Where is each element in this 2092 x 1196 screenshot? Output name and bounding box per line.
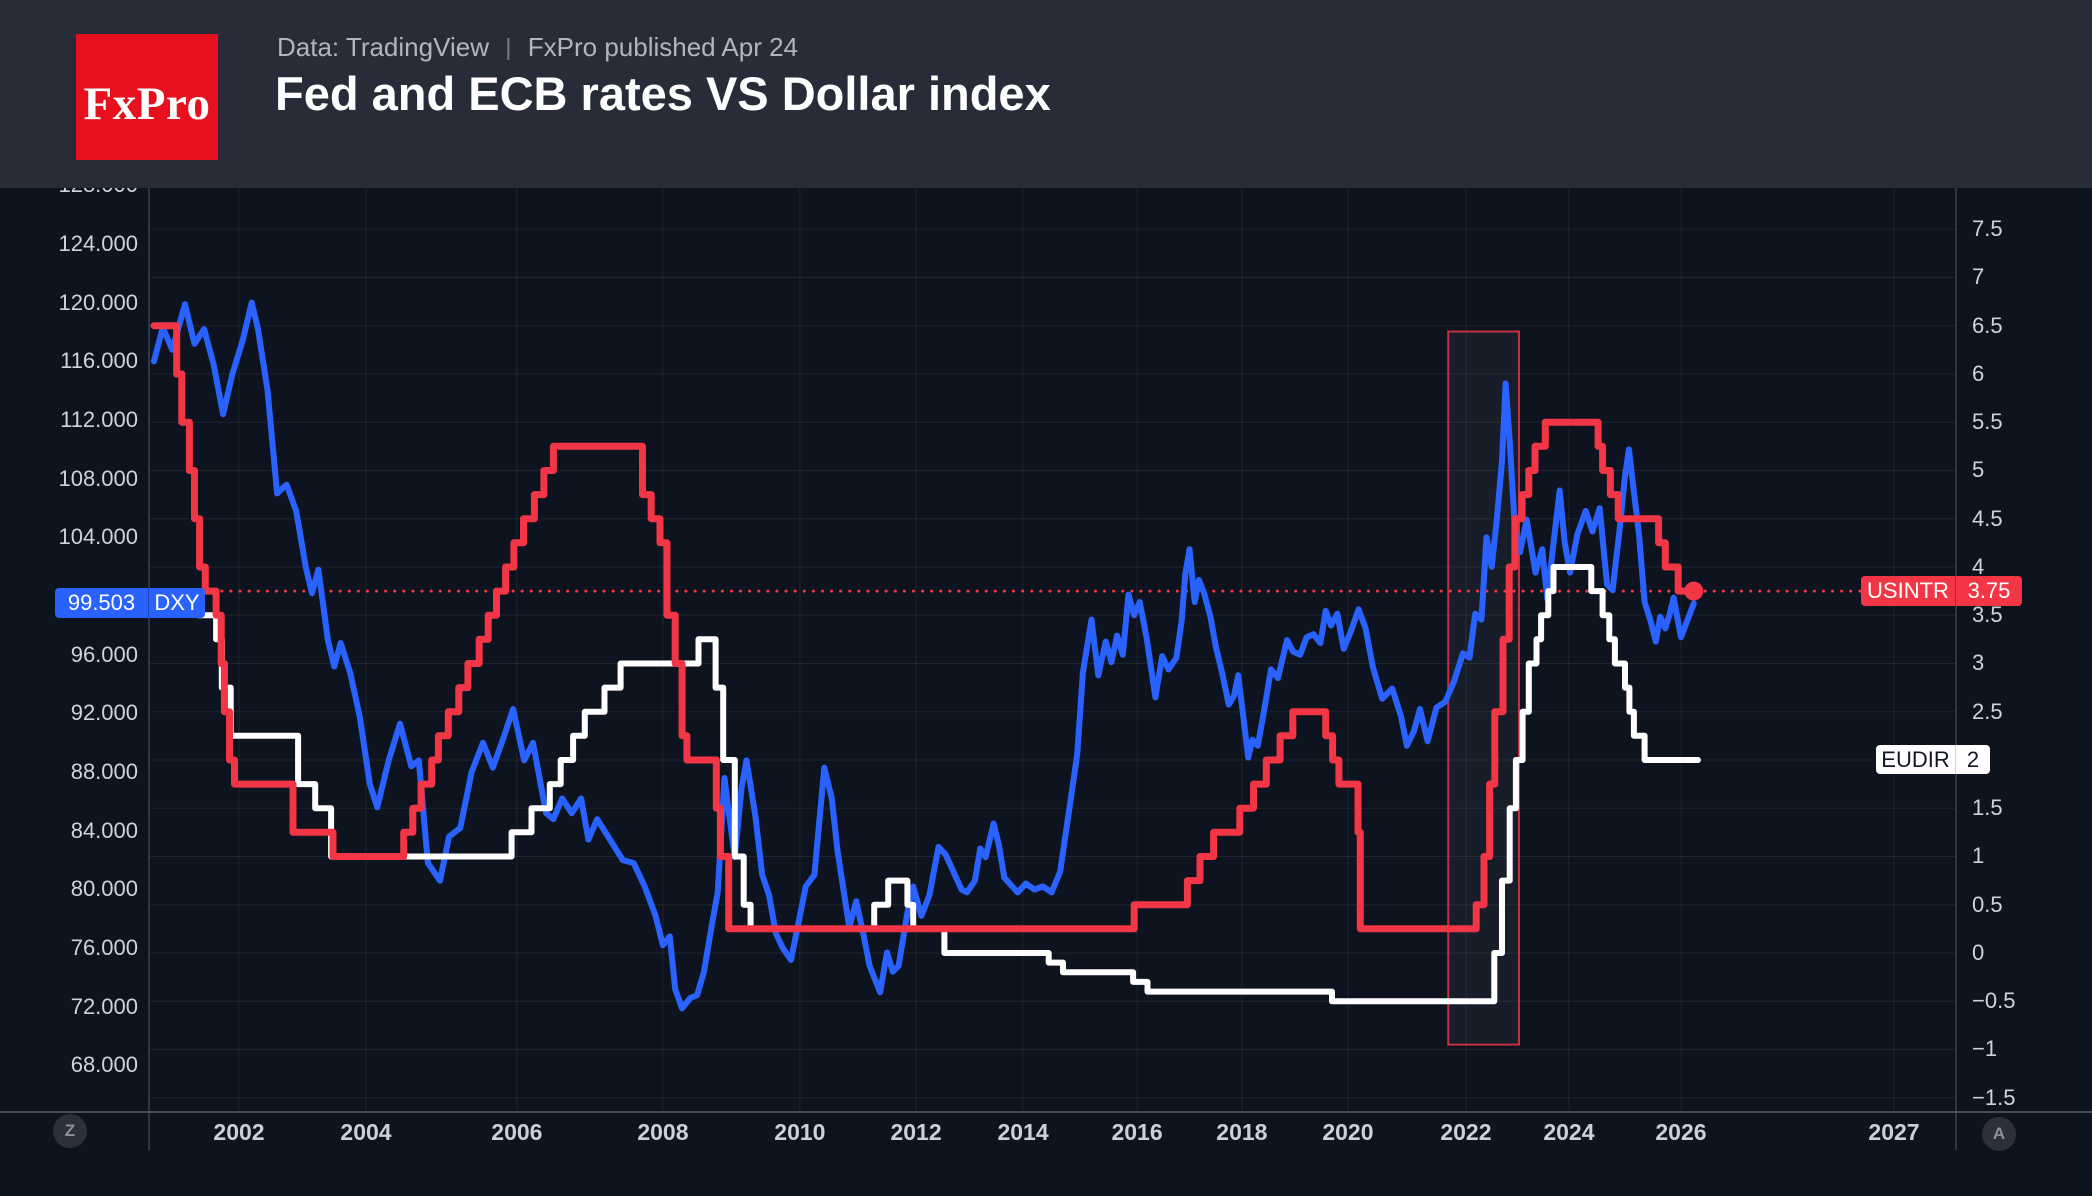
chart-title: Fed and ECB rates VS Dollar index: [275, 67, 1051, 120]
eudir-value: 2: [1966, 746, 1980, 772]
badge-divider: [148, 588, 149, 619]
eudir-last-value-badge: EUDIR 2: [1876, 745, 1990, 775]
usintr-last-value-badge: USINTR 3.75: [1861, 576, 2022, 607]
timezone-button[interactable]: Z: [53, 1114, 87, 1148]
fxpro-logo-text: FxPro: [83, 78, 211, 130]
usintr-line: [150, 322, 1700, 933]
header-bar: FxPro Data: TradingView | FxPro published …: [0, 0, 2092, 188]
usintr-value: 3.75: [1967, 578, 2011, 604]
caption-separator: |: [504, 33, 512, 61]
auto-scale-button[interactable]: A: [1982, 1117, 2016, 1151]
fxpro-logo: FxPro: [76, 34, 218, 160]
chart-source-caption: Data: TradingView | FxPro published Apr 24: [277, 32, 798, 63]
dxy-line: [150, 299, 1697, 1012]
usintr-last-point-dot: [1684, 581, 1704, 601]
usintr-symbol-label: USINTR: [1867, 578, 1949, 604]
badge-divider: [1955, 576, 1956, 607]
data-source-text: Data: TradingView: [277, 32, 489, 62]
eudir-line: [150, 564, 1701, 1005]
published-date-text: FxPro published Apr 24: [527, 32, 799, 62]
dxy-value: 99.503: [67, 590, 136, 616]
dxy-last-value-badge: 99.503 DXY: [55, 588, 205, 619]
badge-divider: [1955, 745, 1956, 775]
eudir-symbol-label: EUDIR: [1881, 746, 1950, 772]
dxy-symbol-label: DXY: [154, 590, 200, 616]
